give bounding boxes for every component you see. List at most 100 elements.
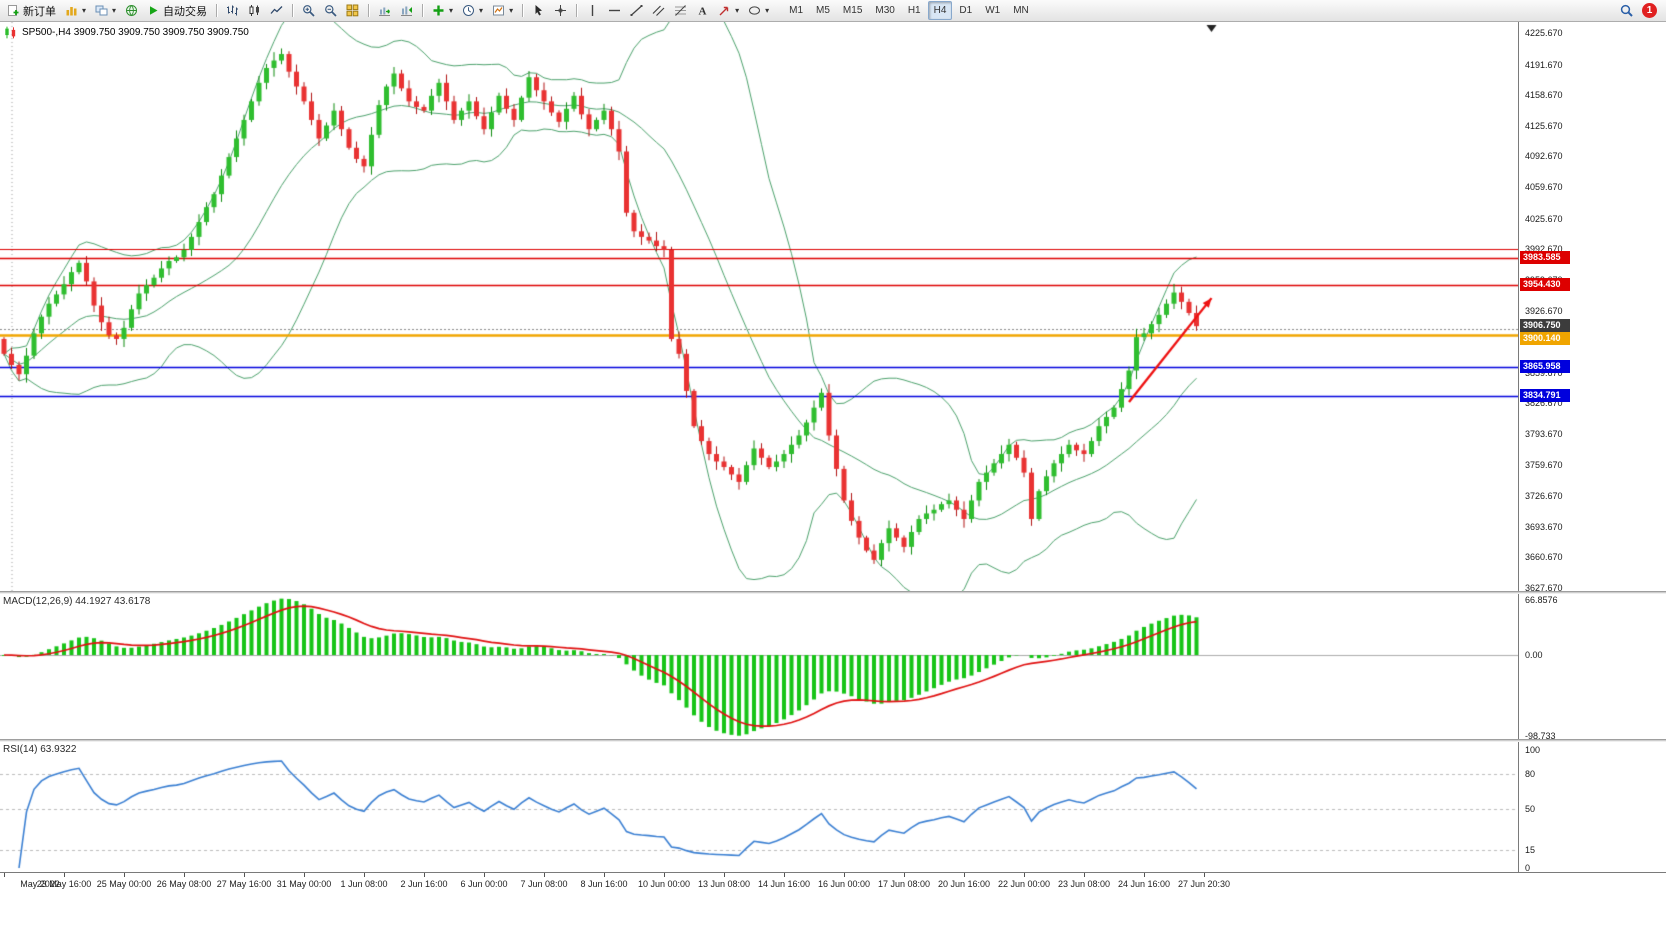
price-axis-tick: 3826.670: [1525, 398, 1563, 409]
time-axis-label: 6 Jun 00:00: [460, 879, 508, 889]
time-axis-tick: [63, 873, 65, 877]
price-level-badge: 3900.140: [1520, 332, 1570, 346]
horizontal-line-button[interactable]: [604, 1, 625, 20]
dropdown-caret-icon: ▾: [82, 6, 87, 15]
price-axis-tick: 3693.670: [1525, 521, 1563, 532]
dropdown-caret-icon: ▾: [449, 6, 454, 15]
dropdown-caret-icon: ▾: [479, 6, 484, 15]
price-axis-tick: 4059.670: [1525, 182, 1563, 193]
crosshair-button[interactable]: [550, 1, 571, 20]
timeframe-button-m15[interactable]: M15: [842, 5, 863, 16]
vline-icon: [586, 4, 599, 17]
price-axis-tick: 3926.670: [1525, 305, 1563, 316]
hline-icon: [608, 4, 621, 17]
panel-divider-macd[interactable]: [0, 591, 1666, 594]
time-axis-tick: [783, 873, 785, 877]
timeframe-button-mn[interactable]: MN: [1013, 5, 1029, 16]
price-axis-tick: 4092.670: [1525, 151, 1563, 162]
new-order-button[interactable]: 新订单: [3, 1, 60, 20]
timeframe-button-m5[interactable]: M5: [816, 5, 830, 16]
auto-scroll-icon: [378, 4, 391, 17]
rsi-axis-tick: 50: [1525, 804, 1536, 814]
indicator-plus-icon: [432, 4, 445, 17]
fibonacci-button[interactable]: [670, 1, 691, 20]
time-axis-tick: [123, 873, 125, 877]
toolbar-separator: [576, 4, 578, 17]
rsi-label: RSI(14) 63.9322: [3, 744, 77, 755]
macd-axis-tick: 0.00: [1525, 650, 1543, 660]
timeframe-button-h1[interactable]: H1: [907, 5, 921, 16]
templates-button[interactable]: ▾: [488, 1, 517, 20]
profiles-button[interactable]: ▾: [91, 1, 120, 20]
price-axis-tick: 3793.670: [1525, 428, 1563, 439]
time-axis-tick: [183, 873, 185, 877]
macd-axis[interactable]: 66.8576 0.00 -98.733: [1518, 594, 1666, 741]
auto-trading-button[interactable]: 自动交易: [143, 1, 211, 20]
symbol-ohlc-text: SP500-,H4 3909.750 3909.750 3909.750 390…: [22, 27, 249, 38]
text-icon: A: [696, 4, 709, 18]
toolbar-separator: [422, 4, 424, 17]
time-axis-label: 20 Jun 16:00: [937, 879, 991, 889]
clock-icon: [462, 4, 475, 17]
tile-icon: [346, 4, 359, 17]
chart-shift-button[interactable]: [396, 1, 417, 20]
dropdown-caret-icon: ▾: [735, 6, 740, 15]
timeframe-button-w1[interactable]: W1: [985, 5, 1001, 16]
indicators-button[interactable]: ▾: [428, 1, 457, 20]
data-window-button[interactable]: [121, 1, 142, 20]
time-axis[interactable]: May 2022 23 May 16:00 25 May 00:00 26 May 0…: [0, 872, 1666, 912]
panel-divider-rsi[interactable]: [0, 739, 1666, 742]
price-axis[interactable]: 4225.670 4191.670 4158.670 4125.670 4092.670…: [1518, 22, 1666, 593]
chart-shift-icon: [400, 4, 413, 17]
time-axis-label: 14 Jun 16:00: [757, 879, 811, 889]
zoom-out-button[interactable]: [320, 1, 341, 20]
auto-scroll-button[interactable]: [374, 1, 395, 20]
time-axis-label: 24 Jun 16:00: [1117, 879, 1171, 889]
candlestick-chart-button[interactable]: [244, 1, 265, 20]
macd-panel-canvas[interactable]: [0, 594, 1518, 740]
line-chart-button[interactable]: [266, 1, 287, 20]
time-axis-tick: [3, 873, 5, 877]
timeframe-button-d1[interactable]: D1: [959, 5, 973, 16]
time-axis-label: 17 Jun 08:00: [877, 879, 931, 889]
equidistant-channel-button[interactable]: [648, 1, 669, 20]
new-chart-button[interactable]: ▾: [61, 1, 90, 20]
timeframe-button-m1[interactable]: M1: [789, 5, 804, 16]
shapes-icon: [748, 4, 761, 17]
price-axis-tick: 4158.670: [1525, 90, 1563, 101]
auto-trading-label: 自动交易: [163, 5, 208, 18]
magnifier-icon: [1620, 4, 1633, 17]
arrow-tool-icon: [718, 4, 731, 17]
profiles-icon: [95, 4, 108, 17]
time-axis-label: 7 Jun 08:00: [520, 879, 568, 889]
candles-icon: [248, 4, 261, 17]
time-axis-tick: [1203, 873, 1205, 877]
notification-badge[interactable]: 1: [1642, 3, 1657, 18]
cursor-button[interactable]: [528, 1, 549, 20]
price-axis-tick: 4191.670: [1525, 59, 1563, 70]
time-axis-label: 23 Jun 08:00: [1057, 879, 1111, 889]
gold-chart-icon: [65, 4, 78, 17]
trendline-button[interactable]: [626, 1, 647, 20]
periods-button[interactable]: ▾: [458, 1, 487, 20]
tile-windows-button[interactable]: [342, 1, 363, 20]
bar-chart-button[interactable]: [222, 1, 243, 20]
shapes-button[interactable]: ▾: [744, 1, 773, 20]
time-axis-label: 13 Jun 08:00: [697, 879, 751, 889]
zoom-out-icon: [324, 4, 337, 17]
timeframe-button-m30[interactable]: M30: [875, 5, 895, 16]
time-axis-tick: [723, 873, 725, 877]
rsi-panel-canvas[interactable]: [0, 742, 1518, 872]
time-axis-tick: [963, 873, 965, 877]
time-axis-label: 2 Jun 16:00: [400, 879, 448, 889]
rsi-axis[interactable]: 100 80 50 15 0: [1518, 742, 1666, 873]
arrows-button[interactable]: ▾: [714, 1, 743, 20]
vertical-line-button[interactable]: [582, 1, 603, 20]
price-axis-tick: 3726.670: [1525, 491, 1563, 502]
main-chart-canvas[interactable]: [0, 22, 1518, 592]
zoom-in-button[interactable]: [298, 1, 319, 20]
timeframe-button-h4[interactable]: H4: [927, 1, 953, 20]
search-button[interactable]: [1616, 1, 1637, 20]
time-axis-tick: [363, 873, 365, 877]
text-label-button[interactable]: A: [692, 1, 713, 20]
